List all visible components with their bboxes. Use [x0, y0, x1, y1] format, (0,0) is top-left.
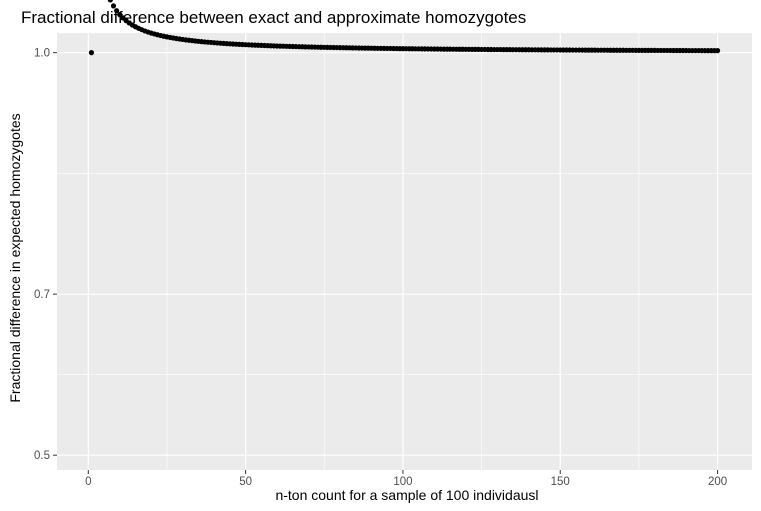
data-point	[107, 0, 113, 3]
y-tick-label: 1.0	[34, 48, 50, 60]
plot-panel	[57, 33, 752, 470]
grid-minor	[57, 33, 752, 470]
y-axis-label: Fractional difference in expected homozy…	[7, 113, 23, 402]
x-tick-label: 0	[85, 476, 91, 488]
x-tick-label: 50	[239, 476, 252, 488]
data-point	[117, 12, 123, 18]
x-tick-label: 200	[708, 476, 727, 488]
x-tick-label: 100	[393, 476, 412, 488]
y-axis: 0.5 0.7 1.0	[34, 48, 57, 462]
data-point	[88, 50, 95, 56]
y-tick-label: 0.7	[34, 289, 50, 301]
data-point	[714, 48, 721, 54]
data-points	[88, 0, 721, 56]
x-tick-label: 150	[551, 476, 570, 488]
data-point	[110, 3, 117, 9]
x-axis-label: n-ton count for a sample of 100 individa…	[275, 487, 538, 503]
data-point	[114, 8, 120, 14]
y-tick-label: 0.5	[34, 450, 50, 462]
x-axis: 0 50 100 150 200	[85, 470, 727, 488]
chart-title: Fractional difference between exact and …	[21, 8, 526, 27]
